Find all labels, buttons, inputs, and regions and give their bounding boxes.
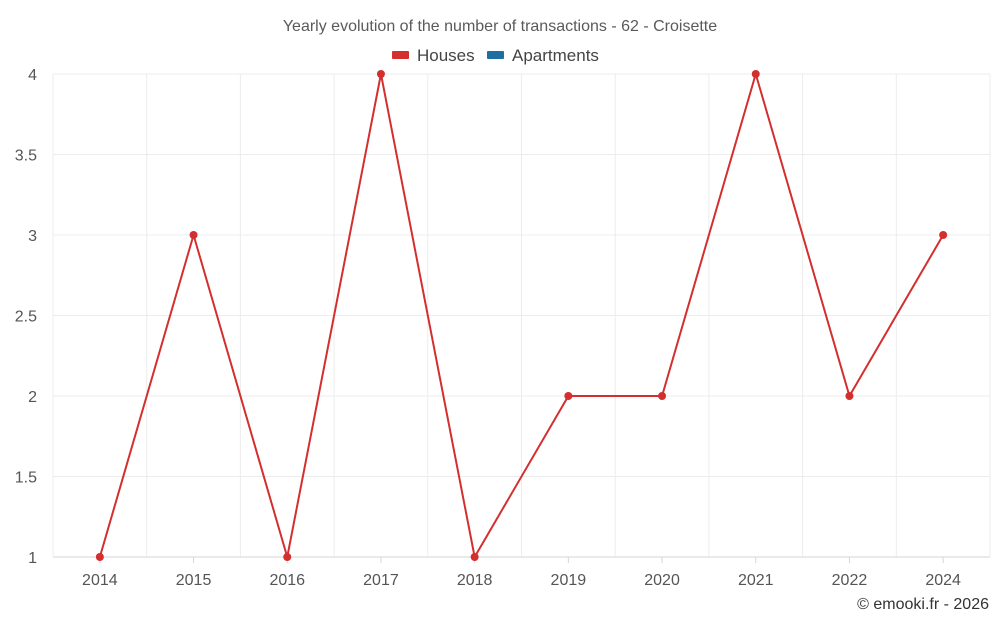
- data-point-houses[interactable]: [939, 231, 948, 239]
- y-tick-label: 3.5: [15, 148, 37, 165]
- x-tick-label: 2021: [738, 572, 774, 589]
- y-tick-label: 1: [28, 550, 37, 567]
- data-point-houses[interactable]: [283, 553, 292, 561]
- x-tick-label: 2016: [269, 572, 305, 589]
- y-tick-label: 2.5: [15, 309, 37, 326]
- credit-text: © emooki.fr - 2026: [857, 596, 989, 613]
- x-tick-label: 2019: [551, 572, 587, 589]
- data-point-houses[interactable]: [470, 553, 479, 561]
- legend-swatch-apartments: [487, 51, 504, 59]
- data-point-houses[interactable]: [564, 392, 573, 400]
- legend-item-houses[interactable]: Houses: [392, 46, 475, 65]
- x-axis: 2014 2015 2016 2017 2018 2019 2020 2021 2022 2024: [53, 556, 990, 589]
- legend-label-houses: Houses: [417, 46, 475, 65]
- grid: [52, 73, 991, 557]
- data-point-houses[interactable]: [189, 231, 198, 239]
- legend-item-apartments[interactable]: Apartments: [487, 46, 599, 65]
- legend: Houses Apartments: [392, 46, 599, 65]
- x-tick-label: 2014: [82, 572, 118, 589]
- y-tick-label: 3: [28, 228, 37, 245]
- chart-title: Yearly evolution of the number of transa…: [283, 18, 717, 35]
- data-point-houses[interactable]: [376, 70, 385, 78]
- y-tick-label: 1.5: [15, 470, 37, 487]
- y-axis: 1 1.5 2 2.5 3 3.5 4: [15, 67, 37, 567]
- x-tick-label: 2024: [925, 572, 961, 589]
- x-tick-label: 2015: [176, 572, 212, 589]
- data-point-houses[interactable]: [95, 553, 104, 561]
- series-line-houses: [98, 73, 945, 558]
- legend-swatch-houses: [392, 51, 409, 59]
- series-layer: [95, 70, 948, 561]
- data-point-houses[interactable]: [658, 392, 667, 400]
- x-tick-label: 2020: [644, 572, 680, 589]
- legend-label-apartments: Apartments: [512, 46, 599, 65]
- data-point-houses[interactable]: [845, 392, 854, 400]
- x-tick-label: 2018: [457, 572, 493, 589]
- data-point-houses[interactable]: [751, 70, 760, 78]
- x-tick-label: 2017: [363, 572, 399, 589]
- x-tick-label: 2022: [832, 572, 868, 589]
- y-tick-label: 4: [28, 67, 37, 84]
- y-tick-label: 2: [28, 389, 37, 406]
